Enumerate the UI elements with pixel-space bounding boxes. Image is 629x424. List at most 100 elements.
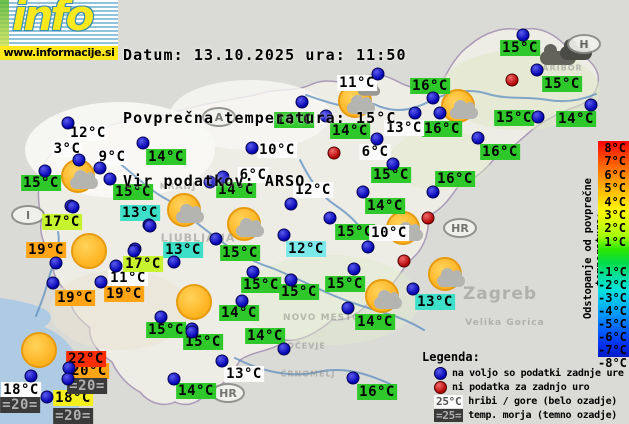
station-dot-available <box>127 244 141 258</box>
city-watermark: MARIBOR <box>533 63 583 73</box>
temp-label: 15°C <box>542 76 582 92</box>
temp-label: 9°C <box>96 149 128 165</box>
station-dot-available <box>61 116 75 130</box>
temp-label: 16°C <box>422 121 462 137</box>
temp-label: 19°C <box>104 286 144 302</box>
logo-stripes-background: info <box>0 0 118 46</box>
map-header: Datum: 13.10.2025 ura: 11:50 Povprečna t… <box>123 3 407 234</box>
station-dot-available <box>426 185 440 199</box>
scale-tick-label: -6°C <box>598 330 627 344</box>
map-legend: Legenda: na voljo so podatki zadnje ure … <box>422 350 629 423</box>
station-dot-available <box>109 259 123 273</box>
station-dot-available <box>46 276 60 290</box>
station-dot-available <box>40 390 54 404</box>
temp-label: 13°C <box>224 366 264 382</box>
temp-label: 3°C <box>51 141 83 157</box>
legend-item-mountains: 25°C hribi / gore (belo ozadje) <box>434 395 629 408</box>
temp-label: 19°C <box>55 290 95 306</box>
temp-label: 14°C <box>365 198 405 214</box>
station-dot-available <box>408 106 422 120</box>
scale-tick-label: 1°C <box>604 234 626 249</box>
station-dot-available <box>406 282 420 296</box>
station-dot-available <box>154 310 168 324</box>
station-dot-available <box>584 98 598 112</box>
station-dot-available <box>319 109 333 123</box>
station-dot-available <box>341 301 355 315</box>
legend-item-label: na voljo so podatki zadnje ure <box>452 368 624 379</box>
legend-item-missing: ni podatka za zadnjo uro <box>434 381 629 394</box>
legend-item-label: ni podatka za zadnjo uro <box>452 382 590 393</box>
station-dot-available <box>530 63 544 77</box>
temp-label: 15°C <box>220 245 260 261</box>
sea-label-sample: =25= <box>434 409 464 422</box>
legend-item-label: hribi / gore (belo ozadje) <box>468 396 618 407</box>
city-watermark: ČRNOMELJ <box>280 369 336 379</box>
deviation-scale-title: Odstopanje od povprečne temperature: <box>582 178 606 320</box>
deviation-scale-bar: 8°C 7°C 6°C 5°C 4°C 3°C 2°C 1°C -1°C -2°C -3°C -4°C… <box>598 141 629 370</box>
station-dot-available <box>136 136 150 150</box>
temp-label: 14°C <box>176 383 216 399</box>
scale-tick-label: -5°C <box>598 317 627 331</box>
temp-label: 13°C <box>120 205 160 221</box>
temp-label: 11°C <box>108 270 148 286</box>
station-dot-available <box>246 265 260 279</box>
temp-label: 15°C <box>279 284 319 300</box>
temp-label: 13°C <box>384 120 424 136</box>
station-dot-available <box>284 273 298 287</box>
region-badge-hr: HR <box>443 218 477 238</box>
temp-label: 15°C <box>335 224 375 240</box>
temp-label: 15°C <box>113 184 153 200</box>
temp-label: 14°C <box>146 149 186 165</box>
station-dot-available <box>103 172 117 186</box>
station-dot-available <box>323 211 337 225</box>
station-dot-available <box>516 28 530 42</box>
legend-item-sea-temp: =25= temp. morja (temno ozadje) <box>434 409 629 422</box>
station-dot-available <box>347 262 361 276</box>
scale-tick-label: -8°C <box>598 356 627 370</box>
site-logo[interactable]: info www.informacije.si <box>0 0 118 60</box>
temp-label: 20°C <box>69 363 109 379</box>
station-dot-available <box>386 157 400 171</box>
scale-tick-label: 8°C <box>604 141 626 155</box>
temp-label: 15°C <box>21 175 61 191</box>
station-dot-available <box>167 372 181 386</box>
scale-tick-label: -1°C <box>598 265 627 279</box>
date-time-line: Datum: 13.10.2025 ura: 11:50 <box>123 46 407 64</box>
station-dot-available <box>94 275 108 289</box>
station-dot-available <box>203 175 217 189</box>
station-dot-missing <box>397 254 411 268</box>
logo-url[interactable]: www.informacije.si <box>0 46 118 60</box>
station-dot-available <box>370 132 384 146</box>
temp-label: 14°C <box>330 123 370 139</box>
station-dot-available <box>471 131 485 145</box>
temp-label: 18°C <box>1 382 41 398</box>
legend-item-label: temp. morja (temno ozadje) <box>468 410 618 421</box>
scale-tick-label: -7°C <box>598 343 627 357</box>
temp-label: 15°C <box>325 276 365 292</box>
station-dot-available <box>66 200 80 214</box>
station-dot-available <box>61 372 75 386</box>
station-dot-available <box>167 255 181 269</box>
temp-label: 12°C <box>286 241 326 257</box>
temp-label: 13°C <box>163 242 203 258</box>
station-dot-available <box>284 197 298 211</box>
station-dot-available <box>49 256 63 270</box>
station-dot-available <box>216 170 230 184</box>
region-badge-i: I <box>11 205 45 225</box>
temp-label: 10°C <box>257 142 297 158</box>
data-source-line: Vir podatkov: ARSO <box>123 172 306 190</box>
temp-label: 14°C <box>219 305 259 321</box>
scale-tick-label: 3°C <box>604 208 626 222</box>
station-dot-available <box>433 106 447 120</box>
temp-label: 16°C <box>357 384 397 400</box>
scale-tick-label: -4°C <box>598 304 627 318</box>
station-dot-available <box>215 354 229 368</box>
city-watermark: Velika Gorica <box>465 318 545 328</box>
legend-item-available: na voljo so podatki zadnje ure <box>434 367 629 380</box>
station-dot-available <box>356 185 370 199</box>
white-label-sample: 25°C <box>434 395 464 408</box>
temp-label: 17°C <box>123 256 163 272</box>
blue-dot-icon <box>434 367 447 380</box>
